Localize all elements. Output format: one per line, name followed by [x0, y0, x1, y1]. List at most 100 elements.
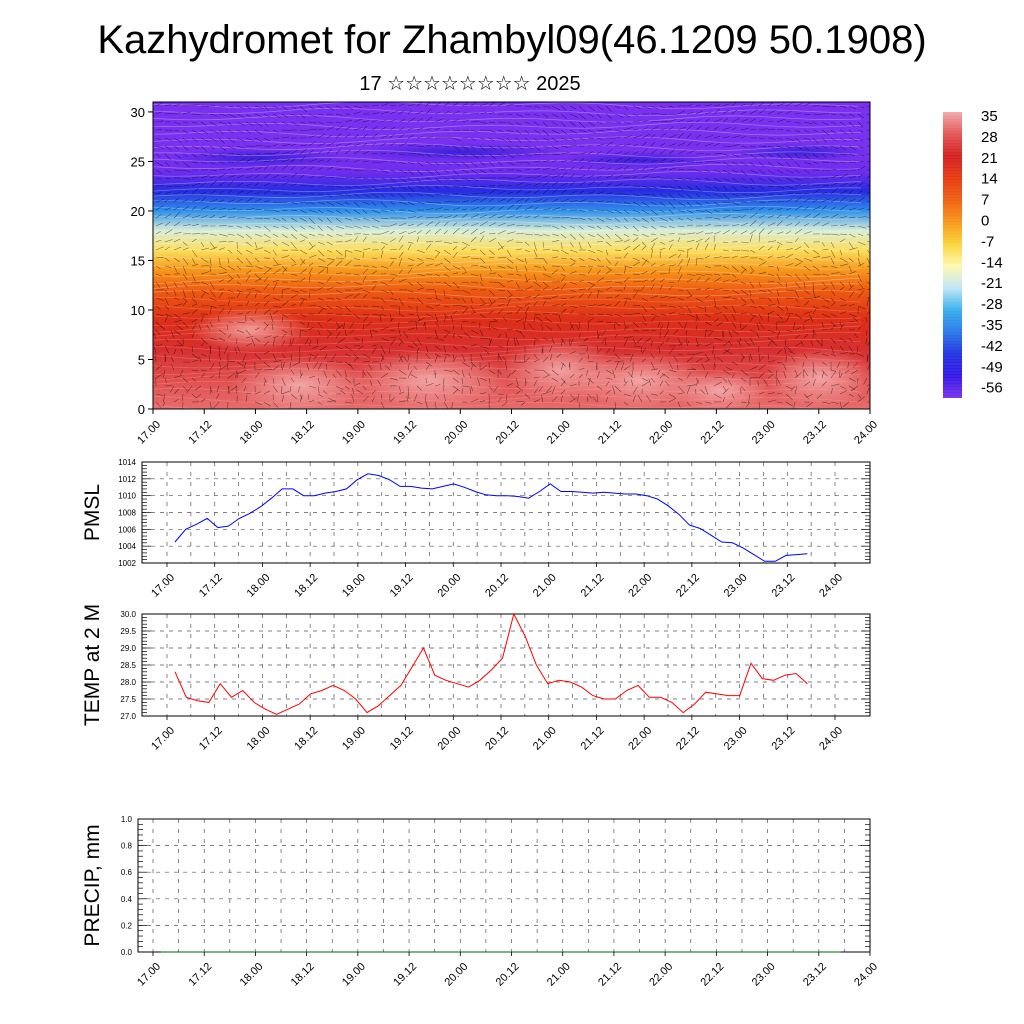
wind-vector	[722, 265, 729, 269]
wind-vector	[767, 373, 775, 379]
wind-vector	[434, 193, 442, 196]
warm-cell	[190, 308, 310, 352]
wind-vector	[299, 217, 307, 222]
wind-vector	[551, 369, 559, 376]
wind-vector	[506, 298, 511, 307]
wind-vector	[677, 401, 681, 408]
wind-vector	[857, 263, 865, 267]
wind-vector	[337, 337, 346, 344]
wind-vector	[659, 225, 667, 228]
panel-frame	[141, 613, 871, 717]
wind-vector	[839, 322, 845, 331]
wind-vector	[317, 249, 325, 257]
x-tick-label: 21.00	[531, 572, 559, 600]
wind-vector	[614, 113, 624, 118]
wind-vector	[254, 121, 263, 127]
wind-vector	[479, 365, 487, 371]
wind-vector	[263, 321, 269, 327]
wind-vector	[666, 337, 670, 343]
wind-vector	[182, 177, 192, 180]
wind-vector	[155, 102, 163, 107]
wind-vector	[587, 174, 595, 179]
wind-vector	[335, 169, 342, 171]
wind-vector	[398, 337, 404, 344]
wind-vector	[434, 297, 442, 301]
wind-vector	[749, 377, 759, 379]
wind-vector	[227, 277, 234, 283]
wind-vector	[308, 128, 318, 131]
wind-vector	[398, 185, 407, 190]
wind-vector	[308, 149, 314, 155]
wind-vector	[182, 265, 187, 275]
wind-vector	[560, 395, 563, 403]
wind-vector	[713, 177, 723, 183]
wind-vector	[677, 237, 681, 243]
wind-vector	[560, 277, 565, 283]
wind-vector	[515, 225, 524, 227]
wind-vector	[776, 273, 781, 281]
wind-vector	[317, 265, 327, 268]
wind-vector	[640, 369, 643, 377]
wind-vector	[704, 142, 714, 147]
wind-vector	[479, 337, 488, 339]
wind-vector	[748, 393, 751, 403]
wind-vector	[758, 261, 767, 267]
wind-vector	[839, 161, 846, 164]
panel-frame	[137, 818, 871, 953]
wind-vector	[234, 347, 238, 355]
wind-vector	[569, 249, 578, 253]
wind-vector	[416, 201, 425, 205]
wind-vector	[758, 169, 766, 175]
wind-vector	[353, 382, 361, 387]
wind-vector	[173, 265, 178, 274]
isotherm-line	[153, 212, 862, 222]
wind-vector	[425, 144, 433, 147]
wind-vector	[371, 209, 381, 214]
wind-vector	[569, 257, 576, 263]
wind-vector	[380, 401, 385, 409]
wind-vector	[515, 121, 522, 126]
wind-vector	[416, 215, 423, 219]
wind-vector	[722, 313, 729, 321]
wind-vector	[713, 393, 722, 399]
wind-vector	[164, 153, 172, 160]
wind-vector	[326, 266, 328, 275]
colorbar-tick-label: -35	[981, 317, 1003, 334]
wind-vector	[200, 247, 210, 251]
wind-vector	[326, 209, 334, 214]
wind-vector	[632, 233, 638, 237]
wind-vector	[844, 369, 850, 374]
wind-vector	[542, 187, 550, 195]
wind-vector	[713, 126, 719, 131]
wind-vector	[569, 233, 576, 240]
wind-vector	[776, 137, 783, 140]
wind-vector	[659, 325, 664, 331]
wind-vector	[173, 161, 180, 165]
wind-vector	[578, 305, 587, 307]
wind-vector	[490, 326, 499, 331]
wind-vector	[650, 141, 656, 147]
wind-vector	[155, 222, 163, 227]
wind-vector	[326, 217, 332, 224]
wind-vector	[171, 364, 175, 371]
wind-vector	[757, 380, 760, 387]
wind-vector	[686, 278, 693, 283]
wind-vector	[209, 161, 216, 165]
wind-vector	[218, 345, 221, 355]
wind-vector	[272, 233, 279, 238]
wind-vector	[407, 313, 414, 315]
wind-vector	[821, 297, 830, 303]
wind-vector	[722, 224, 729, 227]
wind-vector	[785, 345, 793, 353]
wind-vector	[839, 183, 848, 187]
wind-vector	[857, 174, 863, 179]
wind-vector	[173, 257, 180, 263]
wind-vector	[605, 269, 612, 275]
wind-vector	[470, 102, 476, 107]
wind-vector	[515, 401, 524, 403]
wind-vector	[641, 105, 651, 109]
wind-vector	[556, 323, 562, 331]
wind-vector	[650, 368, 659, 371]
wind-vector	[389, 277, 395, 283]
wind-vector	[578, 279, 584, 283]
